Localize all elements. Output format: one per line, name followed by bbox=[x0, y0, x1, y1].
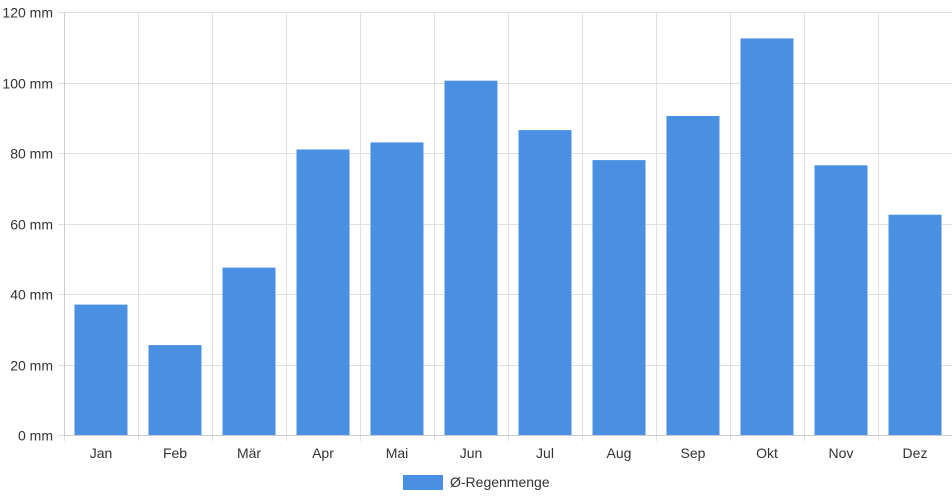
x-tick-label: Mär bbox=[237, 445, 261, 461]
y-tick-label: 60 mm bbox=[10, 217, 53, 233]
legend[interactable]: Ø-Regenmenge bbox=[403, 474, 550, 490]
legend-label[interactable]: Ø-Regenmenge bbox=[450, 474, 550, 490]
y-tick-label: 0 mm bbox=[18, 428, 53, 444]
bar-mär[interactable] bbox=[222, 267, 276, 435]
bar-aug[interactable] bbox=[592, 160, 646, 435]
bar-mai[interactable] bbox=[370, 142, 424, 435]
x-tick-label: Mai bbox=[386, 445, 409, 461]
x-axis-ticks: Jan Feb Mär Apr Mai Jun Jul Aug Sep Okt Nov Dez bbox=[90, 445, 928, 461]
y-tick-label: 40 mm bbox=[10, 287, 53, 303]
bar-jan[interactable] bbox=[74, 304, 128, 435]
bar-jun[interactable] bbox=[444, 80, 498, 435]
bar-dez[interactable] bbox=[888, 214, 942, 435]
bar-jul[interactable] bbox=[518, 130, 572, 435]
x-tick-label: Jul bbox=[536, 445, 554, 461]
y-tick-label: 100 mm bbox=[2, 76, 53, 92]
bar-sep[interactable] bbox=[666, 116, 720, 435]
x-tick-label: Nov bbox=[829, 445, 854, 461]
bar-nov[interactable] bbox=[814, 165, 868, 436]
y-tick-label: 20 mm bbox=[10, 358, 53, 374]
x-tick-label: Okt bbox=[756, 445, 778, 461]
y-axis-ticks: 0 mm 20 mm 40 mm 60 mm 80 mm 100 mm 120 mm bbox=[2, 5, 53, 444]
x-tick-label: Feb bbox=[163, 445, 187, 461]
legend-swatch[interactable] bbox=[403, 475, 443, 490]
bar-feb[interactable] bbox=[148, 345, 202, 435]
bar-apr[interactable] bbox=[296, 149, 350, 436]
bar-okt[interactable] bbox=[740, 38, 794, 436]
y-tick-label: 120 mm bbox=[2, 5, 53, 21]
x-tick-label: Jan bbox=[90, 445, 113, 461]
x-tick-label: Aug bbox=[607, 445, 632, 461]
x-tick-label: Dez bbox=[903, 445, 928, 461]
x-tick-label: Apr bbox=[312, 445, 334, 461]
y-tick-label: 80 mm bbox=[10, 146, 53, 162]
x-tick-label: Jun bbox=[460, 445, 483, 461]
x-tick-label: Sep bbox=[681, 445, 706, 461]
grid-lines bbox=[58, 12, 952, 441]
bars bbox=[74, 38, 942, 436]
axes bbox=[64, 12, 952, 436]
